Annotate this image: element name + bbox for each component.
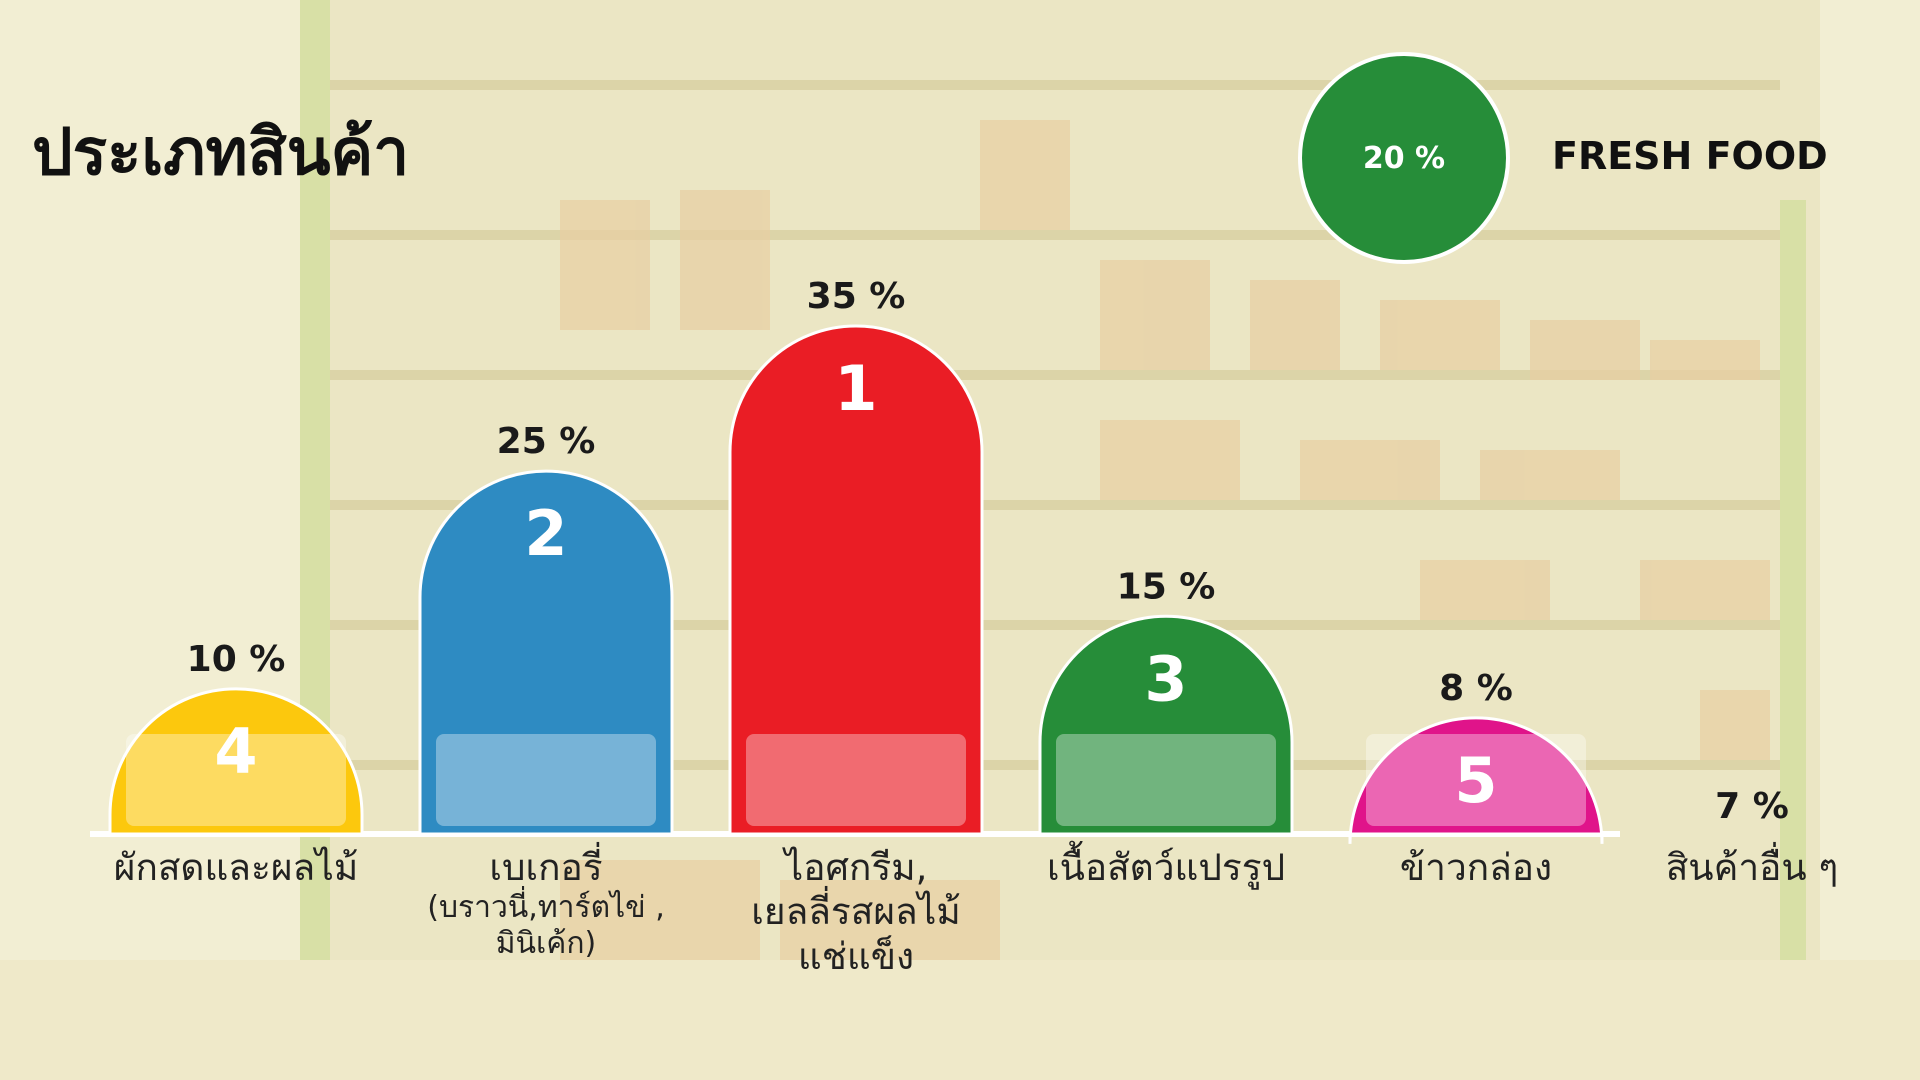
rank-fresh: 4 — [214, 715, 257, 788]
category-label-bakery: เบเกอรี่ (บราวนี่,ทาร์ตไข่ , มินิเค้ก) — [380, 846, 712, 962]
legend-label: FRESH FOOD — [1552, 134, 1828, 178]
rank-meat: 3 — [1144, 642, 1187, 715]
category-label-rice: ข้าวกล่อง — [1310, 846, 1642, 890]
value-label-bakery: 25 % — [497, 421, 596, 462]
value-label-meat: 15 % — [1117, 566, 1216, 607]
rank-bakery: 2 — [524, 497, 567, 570]
bar-bakery — [418, 469, 674, 836]
product-image-meat — [1056, 734, 1276, 826]
category-label-other: สินค้าอื่น ๆ — [1602, 846, 1902, 890]
category-label-line: สินค้าอื่น ๆ — [1665, 846, 1839, 889]
bar-meat — [1038, 614, 1294, 836]
bar-fresh — [108, 687, 364, 836]
legend-circle-value: 20 % — [1362, 140, 1446, 176]
category-label-line: เนื้อสัตว์แปรรูป — [1046, 846, 1286, 889]
value-label-rice: 8 % — [1439, 668, 1513, 709]
category-label-fresh: ผักสดและผลไม้ — [70, 846, 402, 890]
product-image-rice — [1366, 734, 1586, 826]
rank-icecream: 1 — [834, 352, 877, 425]
category-label-line: แช่แข็ง — [797, 934, 915, 978]
product-image-fresh — [126, 734, 346, 826]
category-label-line: ข้าวกล่อง — [1399, 846, 1553, 889]
rank-rice: 5 — [1454, 744, 1497, 817]
value-label-fresh: 10 % — [187, 639, 286, 680]
bar-rice — [1348, 716, 1604, 844]
category-label-line: เบเกอรี่ — [489, 846, 603, 889]
legend-swatch: 20 % — [1298, 52, 1510, 264]
page-title: ประเภทสินค้า — [32, 116, 410, 190]
value-label-icecream: 35 % — [807, 276, 906, 317]
value-label-other: 7 % — [1715, 786, 1789, 827]
product-image-bakery — [436, 734, 656, 826]
category-label-icecream: ไอศกรีม, เยลลี่รสผลไม้ แช่แข็ง — [690, 846, 1022, 979]
category-label-line: ผักสดและผลไม้ — [113, 846, 359, 889]
category-sublabel-line: มินิเค้ก) — [495, 926, 597, 962]
product-image-icecream — [746, 734, 966, 826]
bar-icecream — [728, 324, 984, 836]
category-label-line: เยลลี่รสผลไม้ — [751, 890, 961, 934]
category-sublabel-line: (บราวนี่,ทาร์ตไข่ , — [427, 890, 665, 926]
category-label-meat: เนื้อสัตว์แปรรูป — [1000, 846, 1332, 890]
category-label-line: ไอศกรีม, — [784, 846, 928, 889]
